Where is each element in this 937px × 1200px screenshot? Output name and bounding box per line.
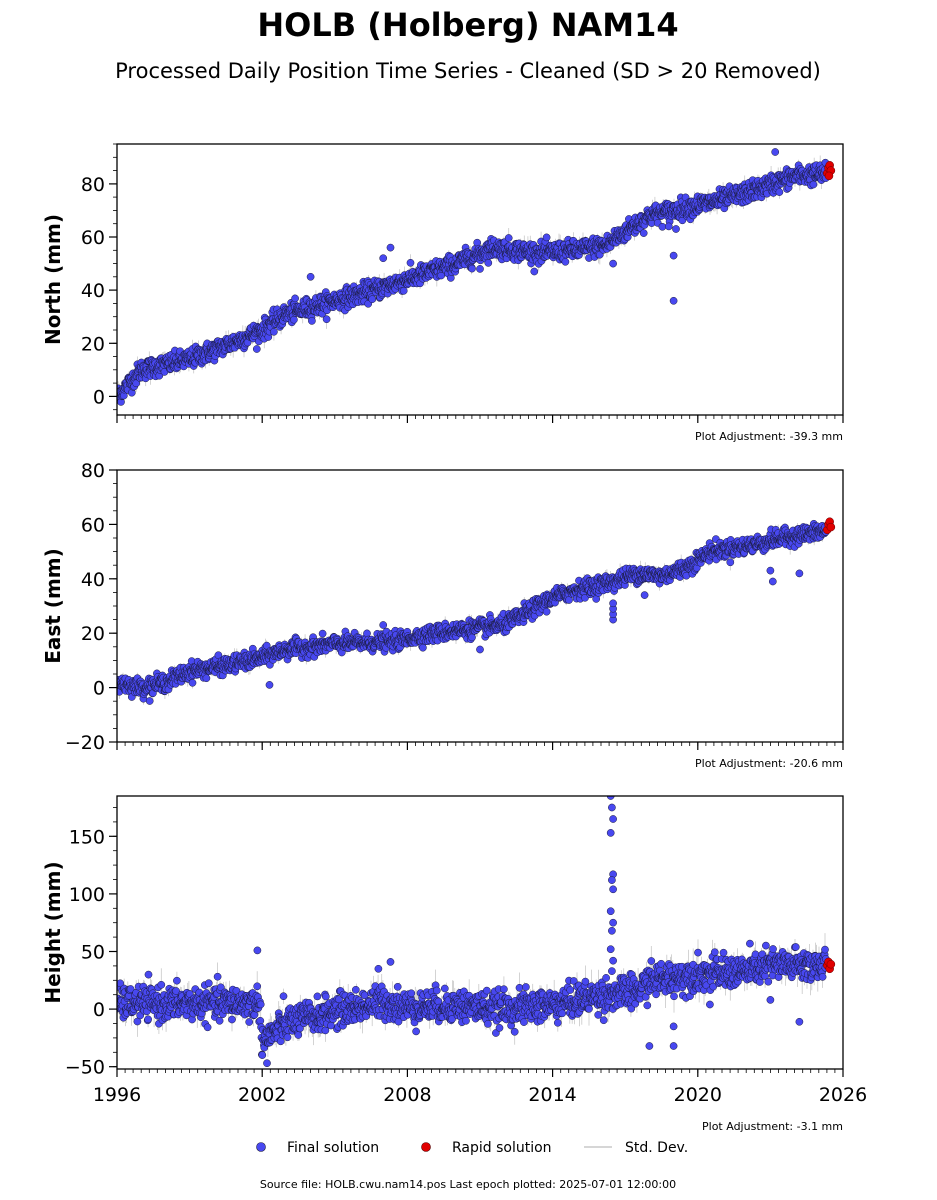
final-point [252, 345, 261, 353]
y-tick-label: 20 [81, 333, 105, 355]
outlier-point [669, 296, 678, 305]
final-point [322, 315, 331, 324]
north-plot-adjustment: Plot Adjustment: -39.3 mm [695, 430, 843, 443]
y-tick-label: 80 [81, 174, 105, 196]
outlier-point [640, 591, 649, 599]
outlier-point [379, 254, 388, 263]
outlier-point [386, 243, 395, 252]
north-plot-area [117, 148, 836, 407]
figure-title: HOLB (Holberg) NAM14 [257, 6, 678, 44]
final-point [658, 222, 667, 231]
outlier-point [476, 645, 484, 654]
rapid-point [826, 522, 836, 532]
outlier-point [669, 251, 678, 260]
outlier-point [609, 259, 617, 268]
north-y-axis-label: North (mm) [41, 214, 65, 345]
north-panel: 0 20 40 60 80 North (mm) Plot Adjustment: -39.… [41, 143, 844, 443]
final-point [399, 286, 408, 295]
outlier-point [265, 681, 274, 689]
final-point [726, 558, 735, 567]
y-tick-label: 0 [93, 386, 105, 408]
outlier-point [306, 272, 315, 281]
final-point [368, 295, 377, 304]
final-point [530, 267, 539, 276]
final-point [468, 633, 476, 642]
y-tick-label: 60 [81, 227, 105, 249]
final-point [775, 188, 784, 196]
outlier-point [771, 148, 780, 156]
final-point [363, 629, 371, 638]
final-point [542, 233, 551, 242]
final-point [145, 697, 154, 705]
outlier-point [795, 569, 804, 578]
east-plot-area [117, 517, 836, 705]
east-x-ticks [116, 742, 844, 750]
final-point [406, 258, 415, 267]
final-point [290, 315, 298, 324]
outlier-point [609, 599, 617, 608]
final-point [484, 259, 493, 267]
final-point [270, 327, 278, 336]
final-point [468, 264, 476, 273]
final-point [308, 317, 316, 325]
final-point [419, 643, 427, 652]
north-x-ticks [116, 415, 844, 423]
final-point [542, 607, 551, 616]
outlier-point [768, 577, 777, 586]
outlier-point [664, 222, 673, 231]
final-point [809, 180, 818, 189]
final-point [318, 629, 327, 638]
final-point [639, 229, 648, 237]
outlier-point [476, 265, 484, 273]
final-point [504, 234, 513, 242]
north-rapid-points [823, 161, 836, 181]
rapid-point [824, 171, 834, 181]
east-rapid-points [823, 517, 836, 535]
north-y-ticks: 0 20 40 60 80 [81, 143, 117, 411]
y-tick-label: 40 [81, 280, 105, 302]
final-point [188, 678, 197, 687]
final-point [202, 674, 211, 683]
final-point [291, 294, 299, 303]
east-final-points [117, 519, 830, 705]
outlier-point [379, 621, 388, 629]
east-axes-frame [116, 469, 844, 743]
final-point [561, 257, 570, 266]
north-final-points [117, 148, 830, 406]
outlier-point [672, 225, 680, 233]
figure-subtitle: Processed Daily Position Time Series - C… [115, 59, 821, 83]
outlier-point [766, 566, 775, 575]
